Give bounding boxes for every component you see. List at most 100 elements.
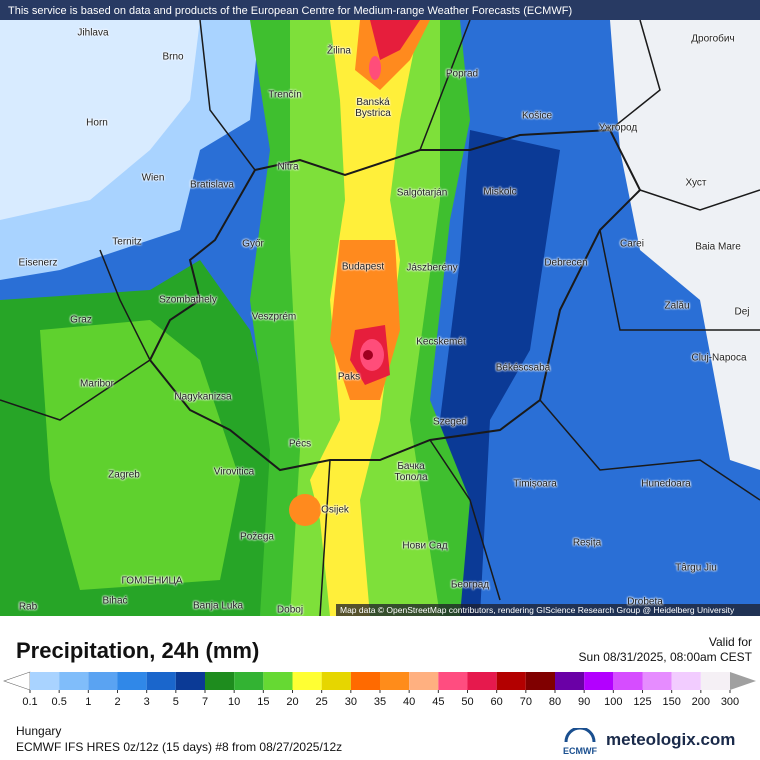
legend-tick-label: 7 [202, 696, 208, 708]
legend-box [409, 672, 439, 690]
city-label: Virovitica [213, 466, 255, 478]
city-label: Győr [242, 238, 264, 250]
city-label: Zalău [664, 300, 690, 312]
legend-tick-label: 100 [604, 696, 622, 708]
ecmwf-label: ECMWF [563, 746, 597, 756]
legend-tick-label: 15 [257, 696, 269, 708]
legend-box [321, 672, 351, 690]
header-notice: This service is based on data and produc… [8, 5, 572, 17]
city-label: ГОМЈЕНИЦА [121, 575, 183, 587]
city-label: Jászberény [406, 262, 458, 274]
legend-tick-label: 35 [374, 696, 386, 708]
city-label: Budapest [341, 261, 385, 273]
city-label: Timișoara [513, 478, 557, 490]
legend-tick-label: 200 [692, 696, 710, 708]
legend-tick-label: 40 [403, 696, 415, 708]
city-label: Nitra [277, 161, 299, 173]
valid-time: Sun 08/31/2025, 08:00am CEST [578, 650, 752, 664]
city-label: Košice [521, 110, 553, 122]
city-label: Dej [734, 306, 750, 318]
city-label: Wien [141, 172, 165, 184]
city-label: Jihlava [77, 27, 109, 39]
city-label: Eisenerz [18, 257, 58, 269]
city-label: Miskolc [483, 186, 517, 198]
city-label: Ужгород [598, 122, 638, 134]
city-label: Reșița [572, 537, 602, 549]
legend-box [117, 672, 147, 690]
legend-box [700, 672, 730, 690]
city-label: Târgu Jiu [675, 562, 717, 574]
city-label: Veszprém [251, 311, 297, 323]
ecmwf-logo [564, 728, 596, 743]
city-label: Hunedoara [641, 478, 691, 490]
city-label: Trenčín [268, 89, 302, 101]
city-label: Baia Mare [695, 241, 741, 253]
legend-box [30, 672, 60, 690]
legend-tick-label: 125 [633, 696, 651, 708]
legend-tick-label: 3 [144, 696, 150, 708]
legend-box [88, 672, 118, 690]
legend-tick-label: 1 [85, 696, 91, 708]
city-label: Banja Luka [192, 600, 244, 612]
city-label: Drobeta [627, 596, 663, 608]
city-label: Kecskemét [416, 336, 466, 348]
legend-tick-label: 80 [549, 696, 561, 708]
legend-arrow-high [730, 672, 756, 690]
legend-box [205, 672, 235, 690]
city-label: Ternitz [112, 236, 142, 248]
legend-tick-label: 25 [316, 696, 328, 708]
city-label: Žilina [327, 45, 351, 57]
city-label: Дрогобич [691, 33, 735, 45]
city-label: Graz [70, 314, 92, 326]
brand: meteologix.com [606, 730, 736, 749]
map: This service is based on data and produc… [0, 0, 760, 616]
legend-arrow-low [3, 671, 31, 691]
legend-box [467, 672, 497, 690]
city-label: Carei [620, 238, 644, 250]
legend-box [350, 672, 380, 690]
legend-tick-label: 50 [461, 696, 473, 708]
city-label: Szombathely [159, 294, 217, 306]
city-label: Osijek [321, 504, 349, 516]
city-label: Хуст [685, 177, 707, 189]
legend-box [496, 672, 526, 690]
city-label: Bratislava [190, 179, 234, 191]
legend-tick-label: 45 [432, 696, 444, 708]
city-label: Poprad [445, 68, 479, 80]
legend-box [555, 672, 585, 690]
city-label: Nagykanizsa [174, 391, 232, 403]
city-label: Paks [337, 371, 361, 383]
legend-tick-label: 10 [228, 696, 240, 708]
model-info: ECMWF IFS HRES 0z/12z (15 days) #8 from … [16, 740, 343, 754]
city-label: Doboj [276, 604, 304, 616]
valid-label: Valid for [708, 635, 752, 649]
city-label: Maribor [80, 378, 114, 390]
city-label: Bihać [102, 595, 128, 607]
legend-box [525, 672, 555, 690]
map-attribution: Map data © OpenStreetMap contributors, r… [340, 605, 735, 615]
legend-tick-label: 70 [520, 696, 532, 708]
city-label: Banská Bystrica [355, 97, 391, 119]
legend-box [642, 672, 672, 690]
legend-box [438, 672, 468, 690]
legend: 0.1 0.5 1 2 3 5 7 10 15 20 25 30 35 40 45 50 60 70 80 90 100… [3, 671, 756, 708]
legend-tick-label: 20 [286, 696, 298, 708]
city-label: Salgótarján [396, 187, 448, 199]
city-label: Brno [162, 51, 184, 63]
legend-tick-label: 30 [345, 696, 357, 708]
city-label: Cluj-Napoca [691, 352, 747, 364]
legend-tick-label: 5 [173, 696, 179, 708]
city-label: Zagreb [108, 469, 140, 481]
region: Hungary [16, 724, 62, 738]
legend-box [234, 672, 264, 690]
legend-box [292, 672, 322, 690]
city-label: Szeged [433, 416, 467, 428]
legend-box [263, 672, 293, 690]
legend-tick-label: 90 [578, 696, 590, 708]
legend-tick-label: 300 [721, 696, 739, 708]
legend-box [175, 672, 205, 690]
legend-box [146, 672, 176, 690]
legend-box [671, 672, 701, 690]
city-label: Бачка Топола [394, 461, 428, 483]
legend-tick-label: 2 [114, 696, 120, 708]
